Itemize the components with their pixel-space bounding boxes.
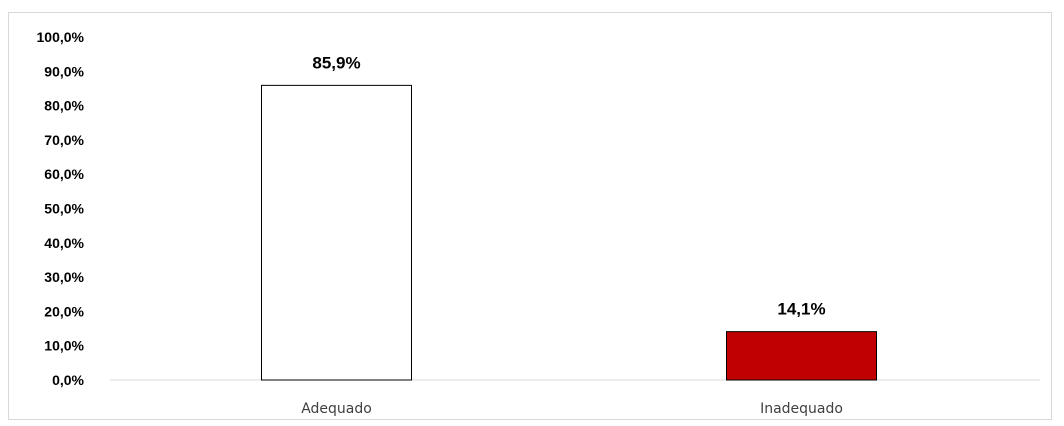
bar-adequado — [261, 84, 412, 381]
y-tick-label: 80,0% — [44, 98, 84, 114]
y-tick-label: 90,0% — [44, 63, 84, 79]
data-label: 14,1% — [777, 300, 825, 319]
y-tick-label: 60,0% — [44, 166, 84, 182]
y-tick-label: 50,0% — [44, 201, 84, 217]
y-tick-label: 100,0% — [37, 29, 85, 45]
chart-frame — [8, 12, 1052, 420]
y-tick-label: 40,0% — [44, 235, 84, 251]
y-tick-label: 70,0% — [44, 132, 84, 148]
y-tick-label: 30,0% — [44, 269, 84, 285]
x-tick-label: Inadequado — [760, 401, 843, 417]
y-tick-label: 20,0% — [44, 303, 84, 319]
x-tick-label: Adequado — [301, 401, 372, 417]
data-label: 85,9% — [312, 53, 360, 72]
y-tick-label: 0,0% — [52, 372, 84, 388]
bar-inadequado — [726, 331, 877, 381]
y-tick-label: 10,0% — [44, 338, 84, 354]
